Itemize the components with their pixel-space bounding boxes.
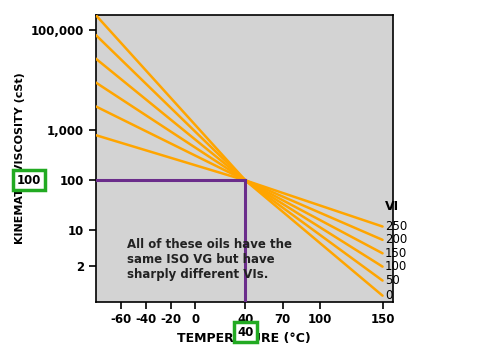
Text: VI: VI <box>385 200 399 213</box>
Text: 100: 100 <box>17 174 42 187</box>
X-axis label: TEMPERATURE (°C): TEMPERATURE (°C) <box>178 332 311 345</box>
Text: 50: 50 <box>385 274 400 287</box>
Y-axis label: KINEMATIC VISCOSITY (cSt): KINEMATIC VISCOSITY (cSt) <box>15 72 25 244</box>
Text: 0: 0 <box>385 289 392 302</box>
Text: 200: 200 <box>385 233 407 246</box>
Text: 150: 150 <box>385 247 407 260</box>
Text: 100: 100 <box>385 260 407 273</box>
Text: All of these oils have the
same ISO VG but have
sharply different VIs.: All of these oils have the same ISO VG b… <box>127 238 292 280</box>
Text: 250: 250 <box>385 220 407 233</box>
Text: 40: 40 <box>237 326 254 339</box>
